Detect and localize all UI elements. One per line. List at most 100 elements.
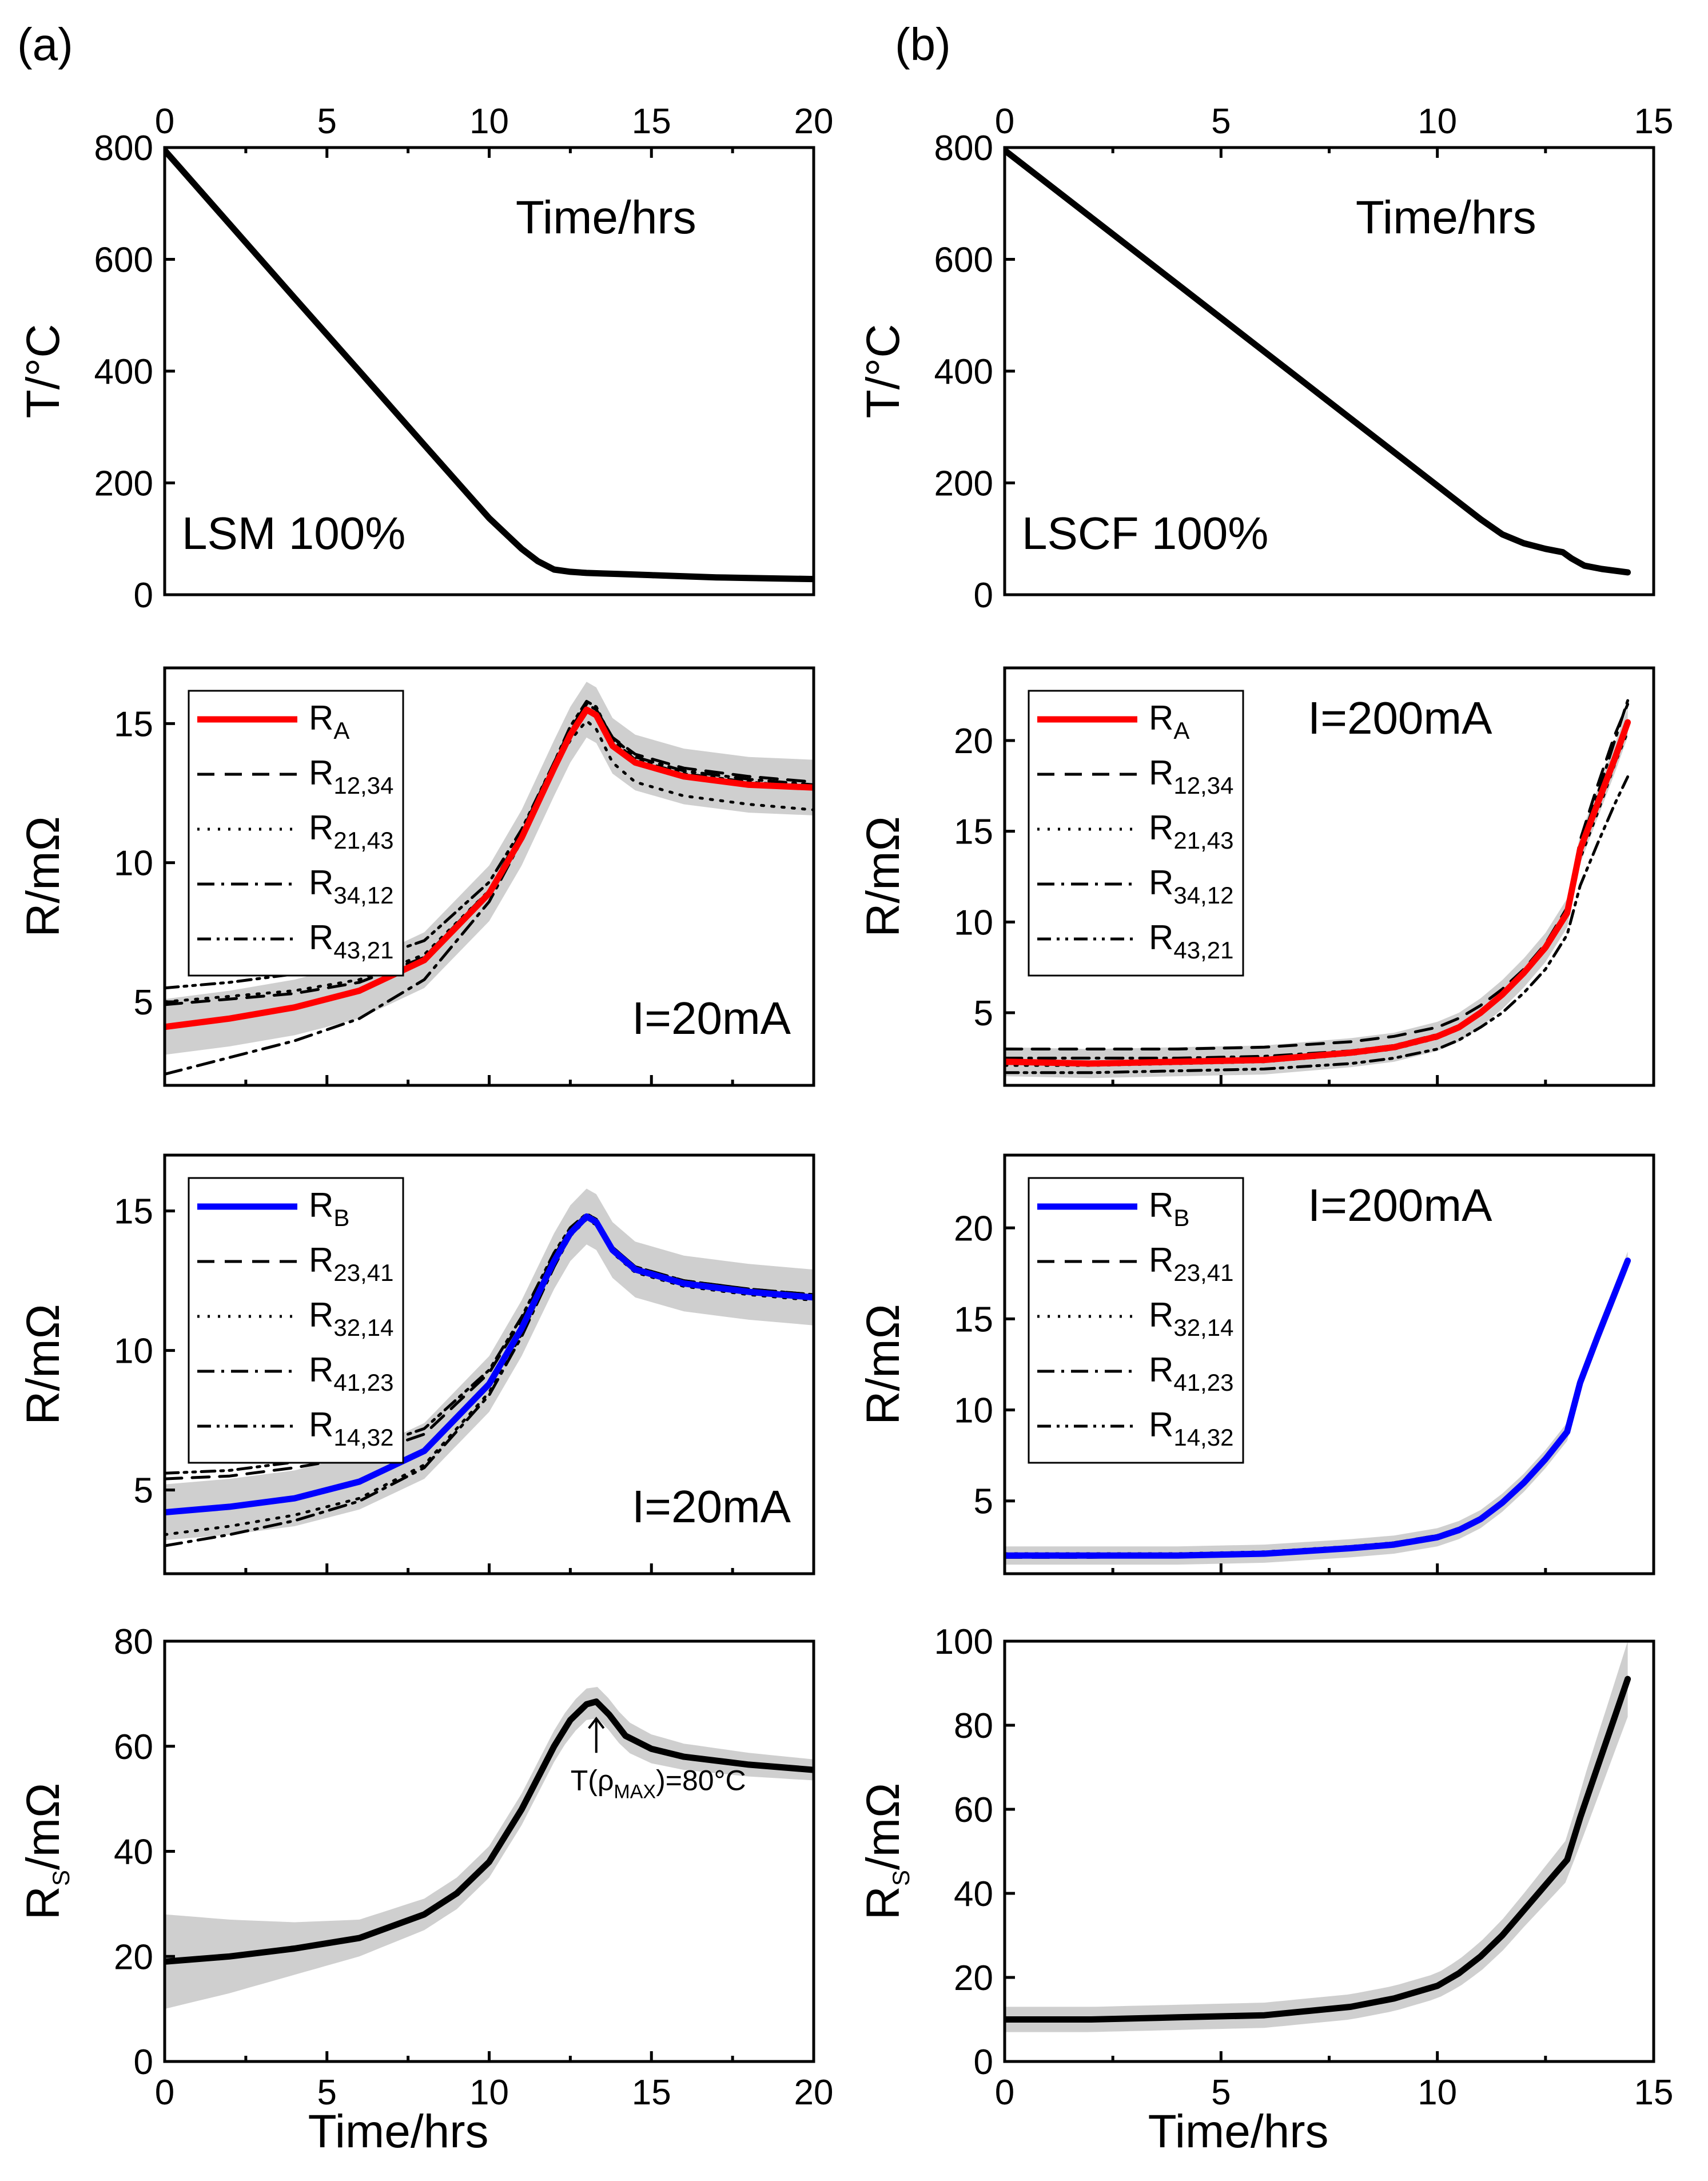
chart-a3: 5 10 15 R/mΩ I=20mA RB R23,41 R32,14 R41,23 R14,3…	[17, 1153, 815, 1575]
chart-b2: 5 10 15 20 R/mΩ I=200mA RA R12,34 R21,43 R34,12 R4…	[857, 666, 1655, 1087]
y-tick-label: 600	[94, 241, 153, 280]
y-tick-label: 400	[934, 352, 993, 392]
x-tick-label: 10	[469, 102, 509, 141]
legend-box	[188, 1177, 404, 1464]
legend-label: RA	[1149, 699, 1189, 744]
legend-label: R21,43	[309, 809, 393, 854]
y-axis-label: RS/mΩ	[17, 1783, 74, 1920]
y-tick-label: 10	[954, 1391, 993, 1431]
y-tick-label: 10	[114, 1332, 153, 1371]
chart-a2: 5 10 15 R/mΩ I=20mA RA R12,34 R21,43 R34,12 R43,2…	[17, 666, 815, 1087]
y-axis-label: R/mΩ	[17, 816, 69, 937]
plot-area	[165, 682, 814, 1076]
condition-annotation: LSCF 100%	[1022, 508, 1268, 559]
x-tick-label: 10	[1418, 2073, 1457, 2112]
legend-label: R43,21	[309, 918, 393, 964]
x-tick-label: 0	[995, 2073, 1014, 2112]
y-tick-label: 800	[934, 129, 993, 168]
y-axis-label: R/mΩ	[17, 1304, 69, 1425]
x-axis-label: Time/hrs	[308, 2106, 489, 2158]
series-line-B	[165, 1213, 814, 1516]
series-line-12-34	[1005, 703, 1630, 1050]
legend-label: R41,23	[1149, 1351, 1233, 1396]
y-tick-label: 40	[114, 1833, 153, 1872]
legend-label: R14,32	[1149, 1406, 1233, 1451]
x-tick-label: 20	[794, 2073, 834, 2112]
y-tick-label: 80	[954, 1706, 993, 1746]
condition-annotation: LSM 100%	[182, 508, 405, 559]
chart-b1: 0 5 10 15 0 200 400 600 800 T/°C Time/hrs LSCF 100%	[857, 102, 1673, 615]
series-line-32-14	[165, 1217, 814, 1537]
y-tick-label: 15	[954, 813, 993, 852]
y-tick-label: 200	[94, 464, 153, 504]
condition-annotation: I=200mA	[1308, 1180, 1492, 1231]
y-tick-label: 15	[954, 1300, 993, 1339]
y-tick-label: 0	[974, 2043, 993, 2082]
x-tick-label: 5	[317, 2073, 337, 2112]
y-tick-label: 100	[934, 1622, 993, 1662]
x-axis-label: Time/hrs	[1148, 2106, 1329, 2158]
x-tick-label: 15	[1634, 102, 1674, 141]
series-line-T	[165, 148, 814, 583]
legend-label: R12,34	[1149, 754, 1233, 799]
series-line-43-21	[1005, 775, 1630, 1074]
legend-label: R32,14	[309, 1296, 393, 1341]
y-tick-label: 5	[134, 1471, 153, 1511]
x-tick-label: 5	[1211, 102, 1231, 141]
condition-annotation: I=20mA	[632, 993, 791, 1044]
series-line-R_S	[1005, 1675, 1631, 2023]
y-tick-label: 5	[974, 1482, 993, 1522]
y-tick-label: 80	[114, 1622, 153, 1662]
uncertainty-band	[165, 682, 814, 1055]
plot-area	[1005, 1641, 1631, 2032]
legend-label: R14,32	[309, 1406, 393, 1451]
y-tick-label: 0	[134, 2043, 153, 2082]
uncertainty-band	[1005, 1641, 1628, 2032]
legend: RA R12,34 R21,43 R34,12 R43,21	[1028, 690, 1244, 977]
plot-area	[1005, 1251, 1631, 1565]
y-tick-label: 20	[114, 1937, 153, 1977]
y-tick-label: 200	[934, 464, 993, 504]
y-tick-label: 5	[134, 983, 153, 1022]
series-line-R_S	[165, 1698, 814, 1965]
series-line-A	[165, 706, 814, 1030]
y-tick-label: 60	[954, 1790, 993, 1830]
series-line-T	[1005, 148, 1631, 576]
condition-annotation: I=20mA	[632, 1481, 791, 1532]
series-line-A	[1005, 719, 1631, 1067]
y-tick-label: 15	[114, 1192, 153, 1232]
legend-label: RB	[1149, 1186, 1189, 1231]
x-tick-label: 10	[1418, 102, 1457, 141]
legend-label: R23,41	[1149, 1241, 1233, 1286]
y-axis-label: R/mΩ	[857, 1304, 909, 1425]
legend: RB R23,41 R32,14 R41,23 R14,32	[188, 1177, 404, 1464]
legend-label: R12,34	[309, 754, 393, 799]
arrow-head	[588, 1716, 605, 1729]
plot-area	[1005, 148, 1631, 576]
legend: RB R23,41 R32,14 R41,23 R14,32	[1028, 1177, 1244, 1464]
x-tick-label: 0	[155, 2073, 174, 2112]
uncertainty-band	[165, 1687, 814, 2009]
legend-label: R34,12	[309, 863, 393, 909]
legend-label: RB	[309, 1186, 349, 1231]
legend-box	[1028, 690, 1244, 977]
y-tick-label: 20	[954, 1209, 993, 1248]
plot-area	[165, 1687, 814, 2009]
chart-b4: 0 5 10 15 0 20 40 60 80 100 RS/mΩ Time/hrs	[857, 1622, 1673, 2158]
legend-label: R23,41	[309, 1241, 393, 1286]
legend-box	[1028, 1177, 1244, 1464]
legend-box	[188, 690, 404, 977]
y-tick-label: 0	[974, 576, 993, 615]
x-tick-label: 15	[632, 2073, 671, 2112]
y-axis-label: R/mΩ	[857, 816, 909, 937]
peak-temperature-annotation: T(ρMAX)=80°C	[571, 1764, 746, 1802]
chart-b3: 5 10 15 20 R/mΩ I=200mA RB R23,41 R32,14 R41,23 R1…	[857, 1153, 1655, 1575]
x-axis-label: Time/hrs	[1356, 192, 1536, 244]
y-tick-label: 5	[974, 994, 993, 1033]
y-tick-label: 60	[114, 1728, 153, 1767]
x-tick-label: 10	[469, 2073, 509, 2112]
legend-label: R34,12	[1149, 863, 1233, 909]
x-tick-label: 5	[317, 102, 337, 141]
